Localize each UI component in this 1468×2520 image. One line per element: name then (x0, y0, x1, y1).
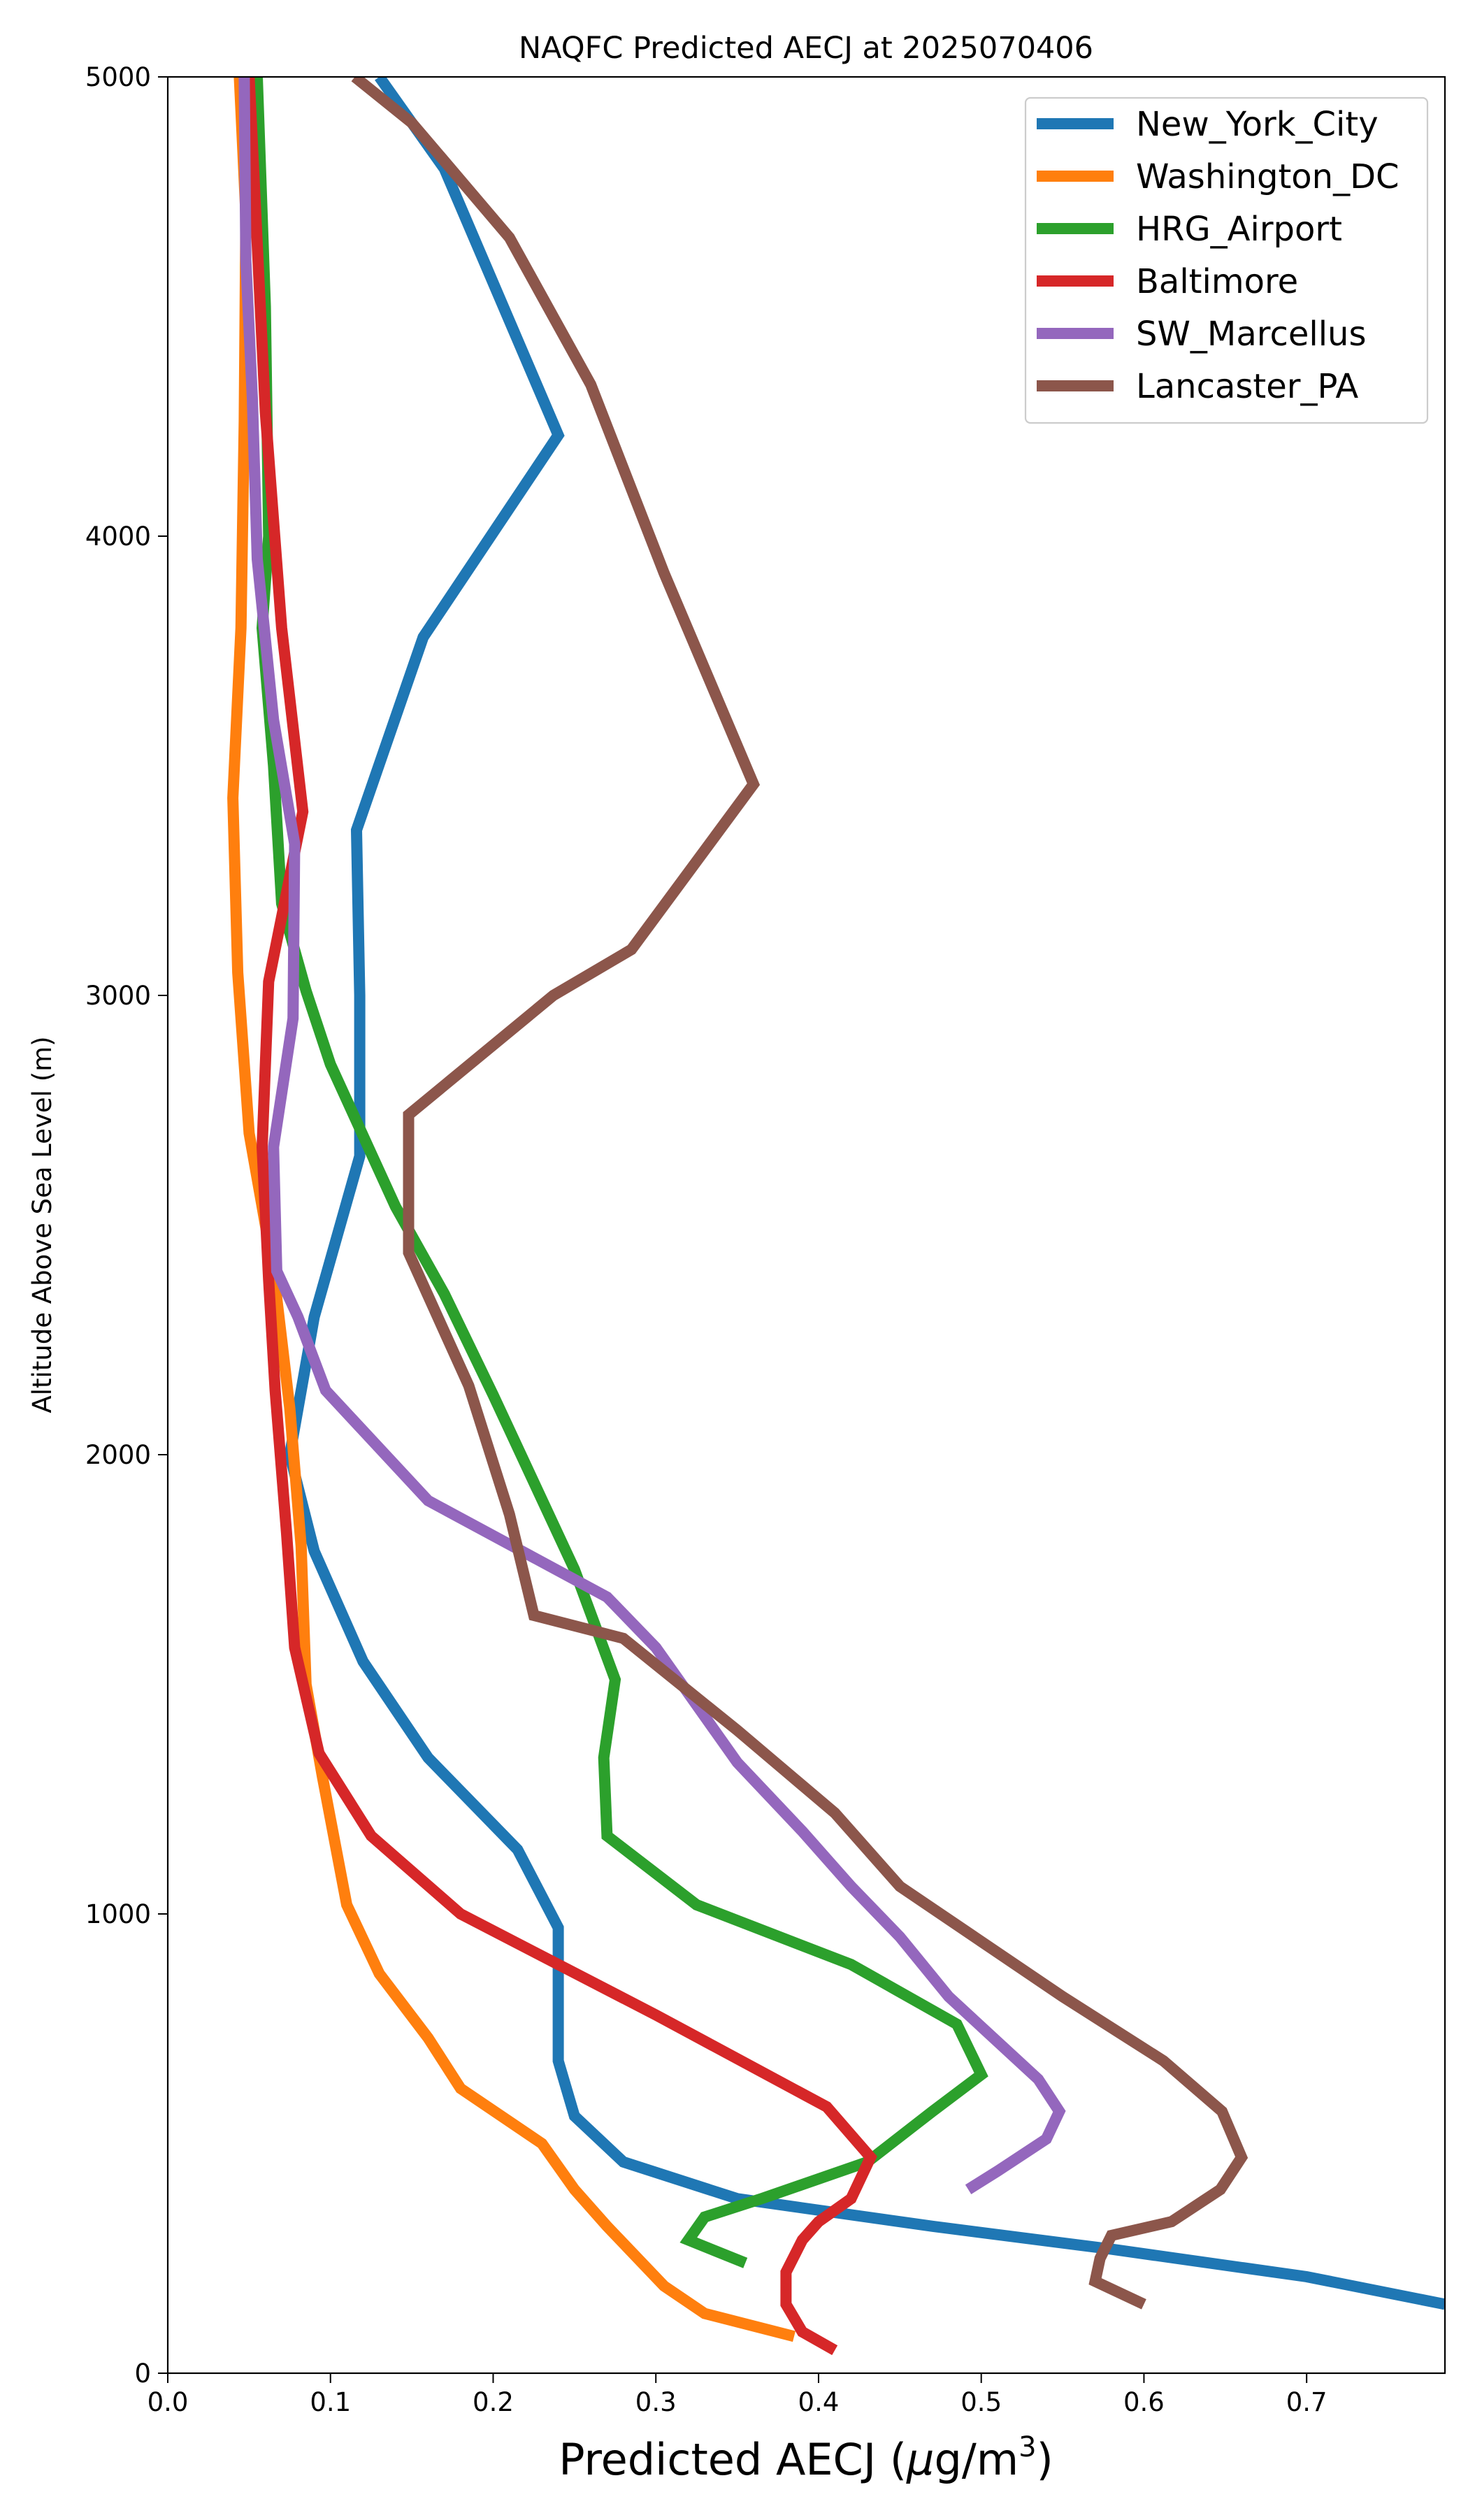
series-layer (227, 77, 1445, 2356)
x-tick-label: 0.0 (147, 2387, 189, 2417)
x-axis-label-main: Predicted AECJ ( (559, 2434, 907, 2485)
y-tick-label: 2000 (85, 1440, 151, 1470)
legend: New_York_City Washington_DC HRG_Airport Bal… (1024, 96, 1429, 424)
legend-label: Lancaster_PA (1136, 367, 1358, 406)
legend-label: New_York_City (1136, 105, 1379, 144)
x-axis-label-mu: μ (906, 2434, 934, 2485)
series-line-lancaster-pa (351, 77, 1248, 2310)
x-axis-label: Predicted AECJ (μg/m3) (559, 2431, 1053, 2485)
y-axis: 0 1000 2000 3000 4000 5000 (85, 62, 168, 2389)
legend-label: SW_Marcellus (1136, 315, 1366, 354)
x-axis-label-unit: g/m (934, 2434, 1019, 2485)
legend-label: HRG_Airport (1136, 210, 1342, 249)
series-line-new-york-city (284, 77, 1445, 2310)
x-tick-label: 0.3 (635, 2387, 677, 2417)
legend-box (1024, 96, 1429, 424)
legend-label: Baltimore (1136, 262, 1298, 301)
y-tick-label: 5000 (85, 62, 151, 92)
x-tick-label: 0.7 (1286, 2387, 1327, 2417)
x-axis: 0.0 0.1 0.2 0.3 0.4 0.5 0.6 0.7 (147, 2373, 1327, 2417)
x-tick-label: 0.6 (1123, 2387, 1165, 2417)
chart-title: NAQFC Predicted AECJ at 2025070406 (519, 31, 1093, 66)
x-axis-label-close: ) (1037, 2434, 1053, 2485)
y-tick-label: 1000 (85, 1899, 151, 1929)
x-axis-label-sup: 3 (1019, 2431, 1036, 2463)
x-tick-label: 0.2 (473, 2387, 514, 2417)
x-tick-label: 0.4 (798, 2387, 840, 2417)
plot-frame (166, 75, 1446, 2375)
y-tick-label: 4000 (85, 521, 151, 552)
x-tick-label: 0.1 (310, 2387, 351, 2417)
series-line-baltimore (243, 77, 877, 2356)
y-axis-label: Altitude Above Sea Level (m) (27, 1036, 57, 1413)
y-tick-label: 3000 (85, 981, 151, 1011)
x-tick-label: 0.5 (960, 2387, 1002, 2417)
legend-label: Washington_DC (1136, 157, 1399, 196)
y-tick-label: 0 (134, 2359, 151, 2389)
